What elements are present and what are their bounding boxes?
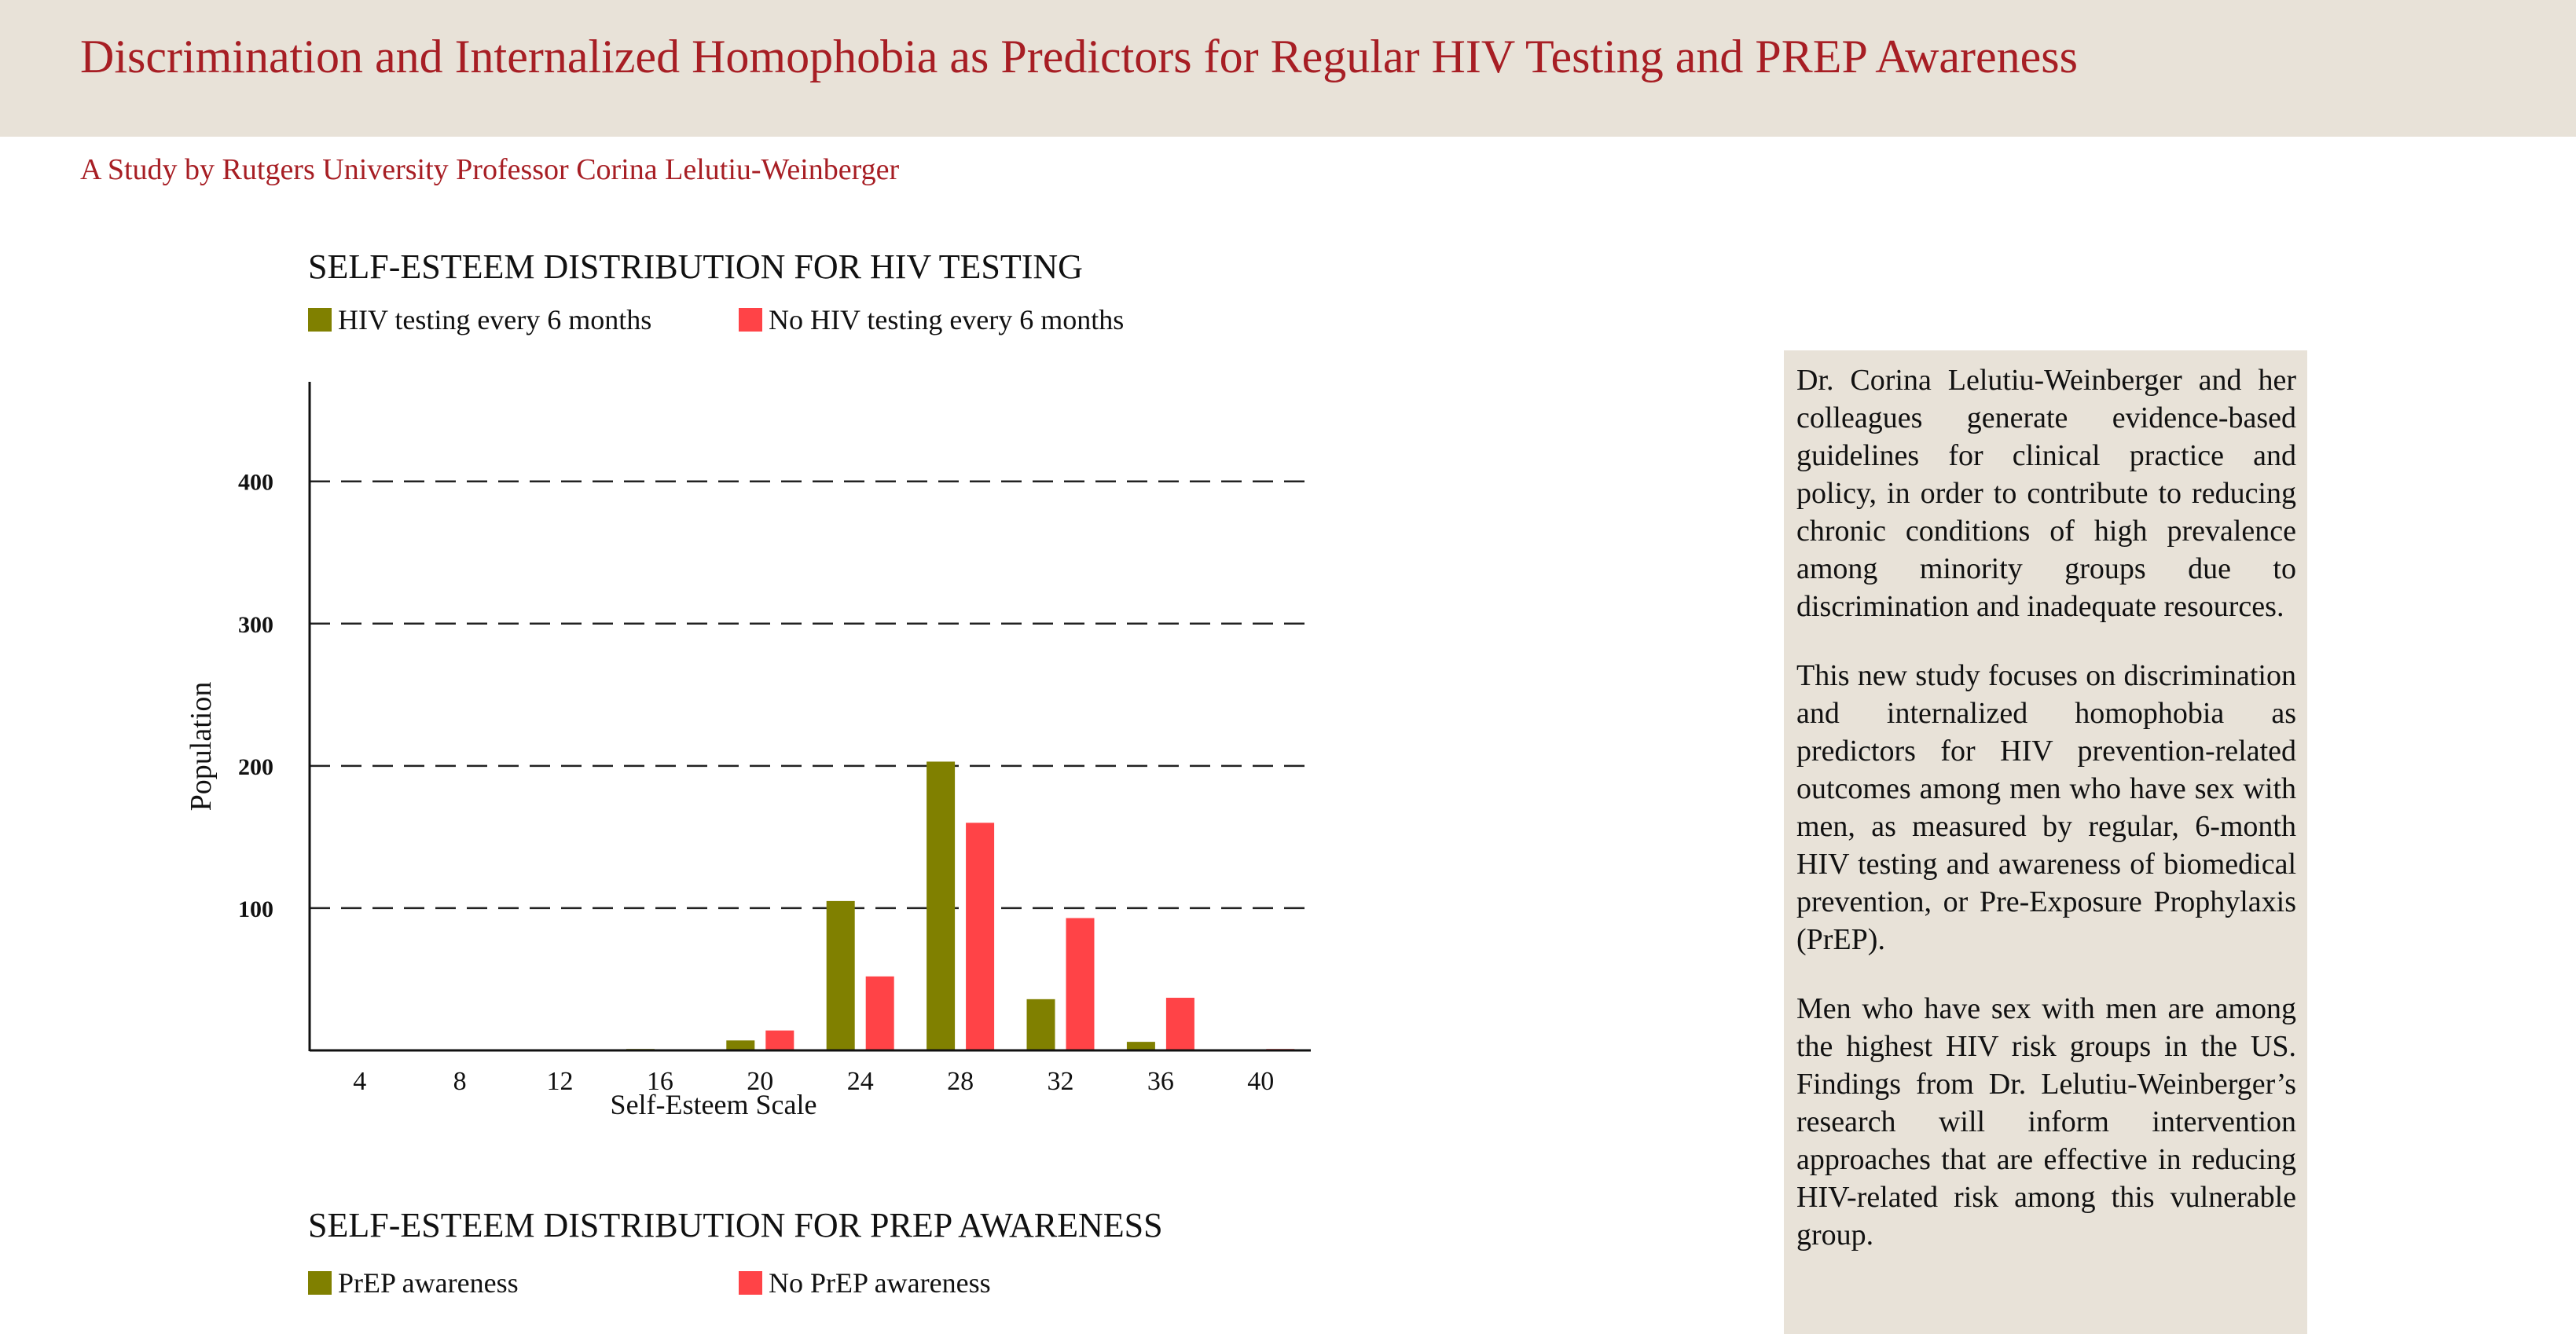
chart-title-prep-awareness: SELF-ESTEEM DISTRIBUTION FOR PREP AWAREN… xyxy=(308,1206,1163,1244)
x-tick-label: 36 xyxy=(1147,1067,1174,1096)
legend-item-no-prep-awareness: No PrEP awareness xyxy=(739,1266,991,1299)
y-tick-label: 300 xyxy=(238,612,273,638)
bar xyxy=(1066,918,1095,1050)
x-tick-label: 12 xyxy=(547,1067,574,1096)
legend-item-prep-awareness: PrEP awareness xyxy=(308,1266,519,1299)
bar xyxy=(726,1040,755,1050)
study-description-panel: Dr. Corina Lelutiu-Weinberger and her co… xyxy=(1784,350,2307,1334)
x-tick-label: 32 xyxy=(1048,1067,1074,1096)
legend-label: No PrEP awareness xyxy=(769,1267,991,1299)
x-tick-label: 24 xyxy=(847,1067,874,1096)
x-axis-label: Self-Esteem Scale xyxy=(611,1089,817,1120)
bar xyxy=(927,761,956,1050)
x-tick-label: 40 xyxy=(1247,1067,1274,1096)
legend-label: HIV testing every 6 months xyxy=(338,304,652,335)
legend-hiv-testing: HIV testing every 6 months No HIV testin… xyxy=(308,303,1172,335)
page-subtitle: A Study by Rutgers University Professor … xyxy=(80,153,900,186)
header-band: Discrimination and Internalized Homophob… xyxy=(0,0,2576,137)
bar xyxy=(826,900,855,1050)
bar xyxy=(966,823,995,1050)
chart-title-hiv-testing: SELF-ESTEEM DISTRIBUTION FOR HIV TESTING xyxy=(308,247,1083,286)
x-tick-label: 4 xyxy=(353,1067,366,1096)
page-title: Discrimination and Internalized Homophob… xyxy=(80,31,2079,82)
description-paragraph: Dr. Corina Lelutiu-Weinberger and her co… xyxy=(1796,364,2296,623)
description-paragraph: This new study focuses on discrimination… xyxy=(1796,659,2296,956)
x-tick-label: 8 xyxy=(453,1067,467,1096)
legend-item-hiv-testing: HIV testing every 6 months xyxy=(308,303,651,336)
x-tick-label: 16 xyxy=(647,1067,673,1096)
legend-swatch xyxy=(739,308,762,332)
y-tick-label: 400 xyxy=(238,470,273,496)
bar xyxy=(765,1030,794,1050)
bar xyxy=(1126,1042,1155,1050)
bar xyxy=(865,976,894,1050)
legend-swatch xyxy=(308,308,332,332)
legend-prep-awareness: PrEP awareness No PrEP awareness xyxy=(308,1266,1172,1299)
description-paragraph: Men who have sex with men are among the … xyxy=(1796,992,2296,1252)
bar xyxy=(1165,998,1194,1050)
x-tick-label: 28 xyxy=(947,1067,974,1096)
y-tick-label: 100 xyxy=(238,896,273,922)
x-tick-label: 20 xyxy=(747,1067,773,1096)
bar xyxy=(1026,999,1055,1050)
legend-label: PrEP awareness xyxy=(338,1267,519,1299)
legend-swatch xyxy=(308,1271,332,1295)
legend-item-no-hiv-testing: No HIV testing every 6 months xyxy=(739,303,1124,336)
legend-label: No HIV testing every 6 months xyxy=(769,304,1125,335)
y-axis-label: Population xyxy=(185,682,218,812)
legend-swatch xyxy=(739,1271,762,1295)
y-tick-label: 200 xyxy=(238,754,273,780)
